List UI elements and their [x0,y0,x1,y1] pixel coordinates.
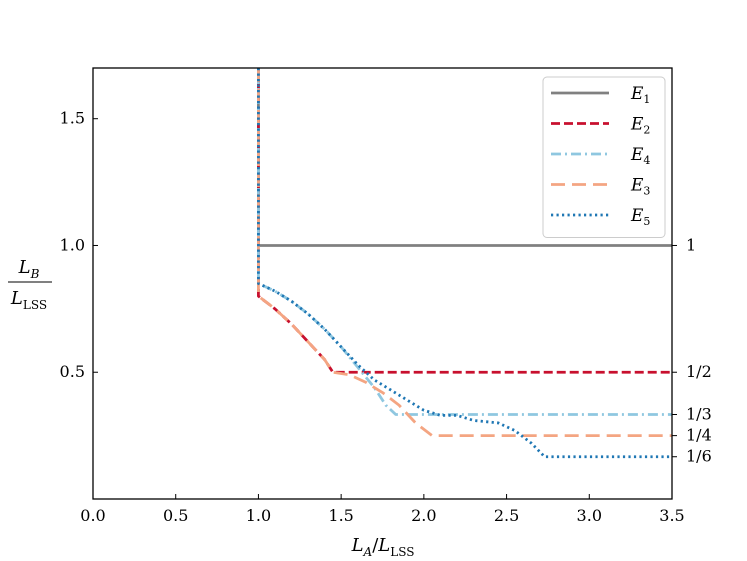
y-axis-label-denominator: LLSS [10,288,47,312]
x-tick-label: 3.0 [577,506,602,525]
legend-label-e2: E2 [630,115,650,137]
y-axis: 0.5 1.0 1.5 [60,109,98,381]
legend-box [542,76,666,238]
y-axis-label: LB LLSS [8,257,52,312]
x-tick-label: 3.5 [659,506,684,525]
x-tick-label: 0.5 [163,506,188,525]
right-tick-label: 1/3 [686,404,712,423]
series-line-e3 [257,68,672,438]
legend: E1 E2 E4 E3 E5 [542,76,666,238]
right-tick-label: 1/4 [686,426,712,445]
legend-label-e4: E4 [630,145,650,167]
series-layer [257,68,672,459]
series-line-e2 [257,68,672,374]
y-tick-label: 1.5 [60,109,85,128]
y-axis-label-numerator: LB [18,257,40,281]
x-tick-label: 2.5 [494,506,519,525]
x-tick-label: 1.0 [246,506,271,525]
right-tick-label: 1 [686,235,696,254]
legend-label-e5: E5 [630,206,650,228]
x-tick-label: 2.0 [411,506,436,525]
x-tick-label: 1.5 [328,506,353,525]
x-tick-label: 0.0 [80,506,105,525]
right-axis: 1 1/2 1/3 1/4 1/6 [672,235,712,466]
series-line-e5 [257,68,672,459]
y-tick-label: 0.5 [60,362,85,381]
right-tick-label: 1/2 [686,362,712,381]
right-tick-label: 1/6 [686,447,712,466]
y-tick-label: 1.0 [60,235,85,254]
legend-label-e1: E1 [630,84,650,106]
x-axis: 0.0 0.5 1.0 1.5 2.0 2.5 3.0 3.5 [80,494,685,525]
plot-frame [92,67,673,500]
x-axis-label: LA/LLSS [351,535,415,559]
legend-label-e3: E3 [630,176,650,198]
